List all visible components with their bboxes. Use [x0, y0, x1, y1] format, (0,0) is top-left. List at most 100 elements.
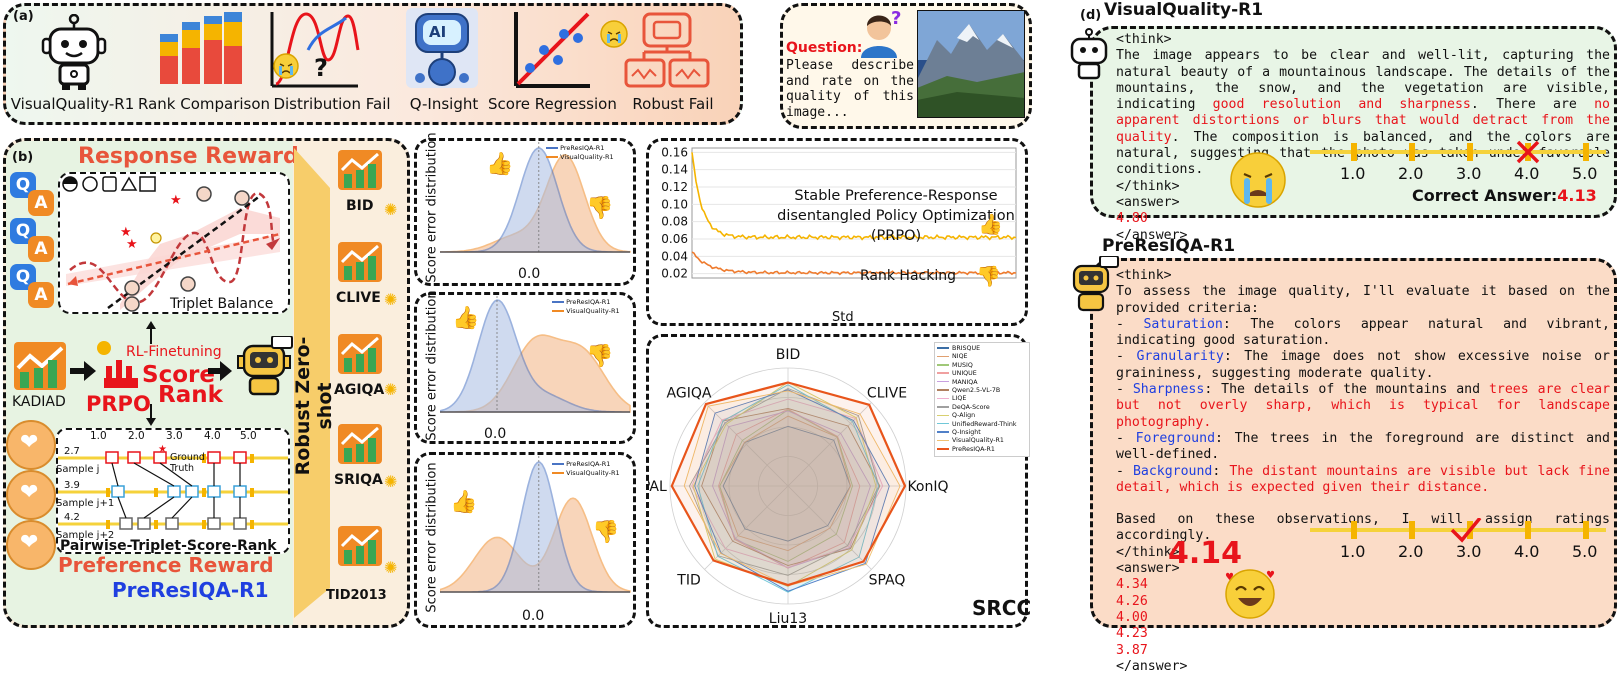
vq-red-1: good resolution and sharpness: [1212, 97, 1471, 113]
vq-scale-2: 2.0: [1398, 164, 1424, 183]
radar-legend-label: BRISQUE: [952, 345, 981, 352]
spacer: [1116, 496, 1610, 512]
legend-label: PreResIQA-R1: [566, 298, 611, 306]
kadiad-arrow-head: [84, 361, 96, 381]
scale-tick: [1351, 521, 1357, 539]
user-avatar-icon: ?: [861, 8, 901, 58]
vq-answer-close: </answer>: [1116, 227, 1188, 243]
scale-tick-1: 1.0: [90, 430, 107, 442]
scale-tick: [1583, 143, 1589, 161]
radar-legend-swatch: [937, 397, 949, 400]
scale-tick: [1583, 521, 1589, 539]
radar-legend-swatch: [937, 347, 949, 349]
prpo-label: PRPO: [86, 392, 151, 416]
pr-think-close: </think>: [1116, 544, 1180, 560]
legend-item: VisualQuality-R1: [546, 153, 614, 162]
radar-series: [688, 388, 880, 576]
pr-robot-icon: [1072, 256, 1119, 312]
criterion-dash: -: [1116, 430, 1136, 446]
sample-score-3: 4.2: [64, 512, 80, 523]
svg-text:?: ?: [314, 54, 328, 82]
panel-b-label: (b): [12, 150, 34, 165]
dataset-icon-bid: [338, 150, 382, 190]
score-label: Score: [142, 362, 215, 388]
legend-label: VisualQuality-R1: [560, 153, 614, 161]
caption-robust-fail: Robust Fail: [632, 95, 714, 113]
radar-legend-item: MUSIQ: [937, 362, 1027, 370]
pr-answer-5: 3.87: [1116, 642, 1148, 658]
dist-ylabel-3: Score error distribution: [424, 462, 440, 613]
heart-badge-2: [6, 470, 56, 520]
radar-legend-label: LIQE: [952, 395, 967, 403]
radar-spoke: [787, 485, 872, 570]
dataset-label-agiqa: AGIQA: [334, 382, 385, 398]
rl-finetuning-label: RL-Finetuning: [126, 344, 222, 360]
radar-series: [692, 381, 877, 587]
criteria-list: - Saturation: The colors appear natural …: [1116, 317, 1610, 496]
pr-scale-4: 4.0: [1514, 542, 1540, 561]
criterion-name: Foreground: [1135, 430, 1216, 446]
kadiad-arrow: [70, 368, 86, 374]
dist-legend-1: PreResIQA-R1 VisualQuality-R1: [546, 144, 614, 162]
svg-text:♥: ♥: [1225, 572, 1234, 583]
radar-axis-label: CLIVE: [867, 386, 907, 402]
svg-text:★: ★: [120, 225, 132, 240]
criterion-text: : The trees in the foreground are distin…: [1116, 430, 1610, 463]
heart-badge-3: [6, 520, 56, 570]
legend-item: VisualQuality-R1: [552, 469, 620, 478]
radar-legend-swatch: [937, 439, 949, 442]
bulb-icon-5: ✺: [384, 558, 398, 577]
y-tick-label: 0.06: [661, 232, 688, 246]
scale-tick-4: 4.0: [204, 430, 221, 442]
question-text: Please describe and rate on the quality …: [786, 58, 914, 120]
pr-response-box: [1090, 258, 1617, 628]
y-tick-label: 0.10: [661, 197, 688, 211]
correct-answer-label: Correct Answer:: [1412, 186, 1558, 205]
caption-visualquality: VisualQuality-R1: [10, 95, 135, 113]
vq-title: VisualQuality-R1: [1104, 0, 1264, 20]
radar-series: [670, 381, 907, 587]
dataset-label-tid2013: TID2013: [326, 588, 387, 603]
robust-zero-shot-label: Robust Zero-shot: [292, 336, 336, 476]
criterion-name: Background: [1132, 463, 1213, 479]
radar-legend-label: DeQA-Score: [952, 403, 990, 411]
criterion-dash: -: [1116, 463, 1133, 479]
pr-answer-close: </answer>: [1116, 658, 1188, 674]
radar-axis-label: AGIQA: [667, 386, 712, 402]
dist-ylabel-2: Score error distribution: [424, 290, 440, 441]
happy-face-icon: ♥ ♥: [1225, 569, 1275, 619]
radar-legend-label: Qwen2.5-VL-7B: [952, 387, 1001, 395]
heart-badge-1: [6, 420, 56, 470]
thumbs-down-icon-2: 👎: [586, 344, 614, 369]
q-insight-ai-chip: AI: [429, 23, 447, 41]
radar-series: [722, 425, 851, 542]
vq-response-box: [1090, 26, 1617, 218]
pr-score-scale: [1310, 518, 1606, 543]
preference-reward-title: Preference Reward: [58, 553, 274, 577]
radar-legend-swatch: [937, 422, 949, 425]
pr-title: PreResIQA-R1: [1102, 236, 1236, 256]
dataset-icon-agiqa: [338, 334, 382, 374]
dist-legend-3: PreResIQA-R1 VisualQuality-R1: [552, 460, 620, 478]
radar-legend-swatch: [937, 448, 949, 450]
thumbs-down-icon-1: 👎: [586, 196, 614, 221]
rank-hacking-std-line: [691, 251, 1017, 276]
up-arrow-head: [146, 321, 156, 329]
radar-axis-label: PIPAL: [648, 479, 667, 495]
criterion-text: : The details of the mountains and: [1204, 382, 1489, 398]
radar-legend-item: DeQA-Score: [937, 404, 1027, 412]
std-label: Std: [832, 310, 854, 325]
pr-think-open: <think>: [1116, 268, 1172, 283]
radar-legend-item: NIQE: [937, 353, 1027, 361]
vq-answer-value: 4.80: [1116, 211, 1148, 227]
robust-fail-icon: [600, 12, 710, 88]
prpo-icon: [97, 341, 138, 388]
dist-xzero-3: 0.0: [522, 608, 545, 624]
radar-legend-item: PreResIQA-R1: [937, 446, 1027, 454]
mountain-photo: [917, 10, 1025, 118]
line-chart-title: Stable Preference-Response disentangled …: [777, 188, 1015, 244]
radar-legend-swatch: [937, 389, 949, 391]
zero-shot-arrow: [294, 148, 330, 618]
triplet-balance-graphic: ★ ★ ★: [62, 176, 281, 312]
kadiad-chart-icon: [14, 342, 66, 390]
